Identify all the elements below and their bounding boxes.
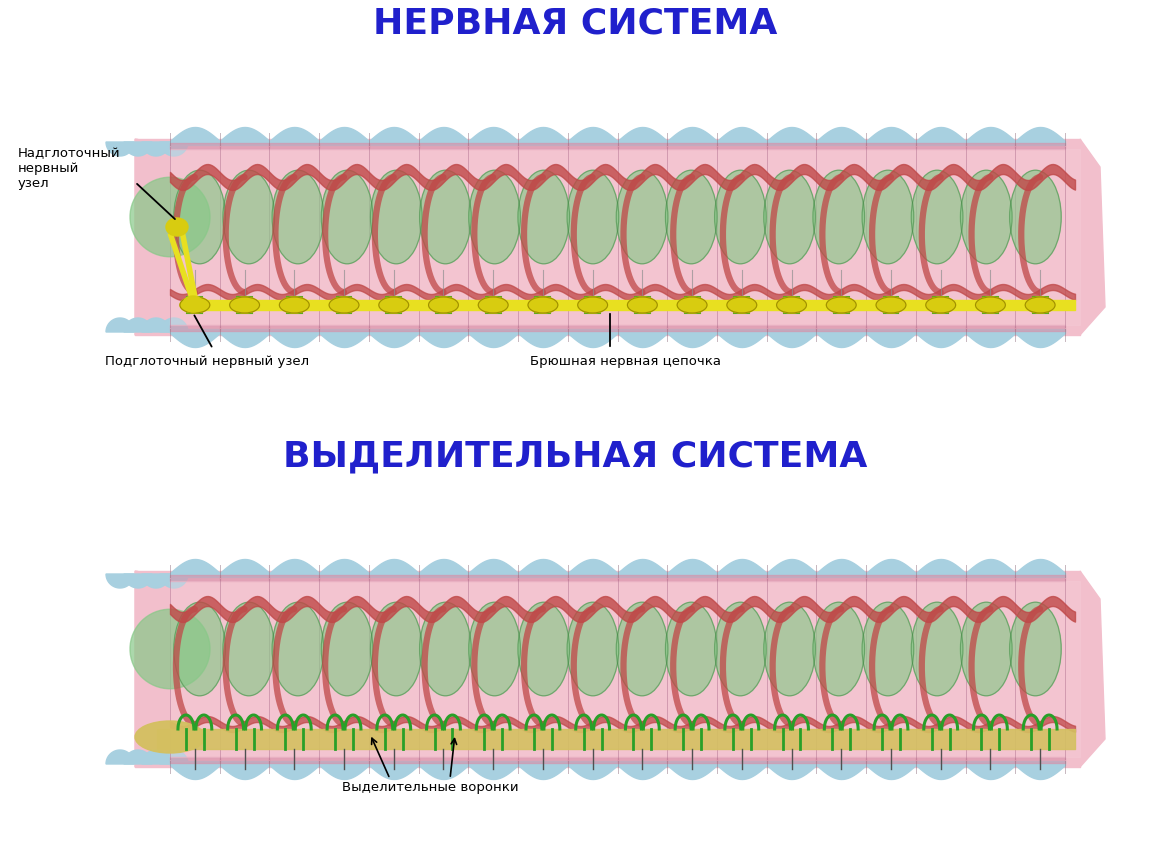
Ellipse shape [677, 297, 707, 313]
Ellipse shape [321, 170, 373, 264]
Ellipse shape [911, 170, 963, 264]
Ellipse shape [370, 170, 422, 264]
Ellipse shape [666, 602, 718, 696]
Polygon shape [141, 318, 170, 332]
Polygon shape [160, 142, 187, 156]
Ellipse shape [273, 602, 324, 696]
Ellipse shape [714, 602, 766, 696]
Ellipse shape [378, 297, 408, 313]
Ellipse shape [727, 297, 757, 313]
Ellipse shape [960, 170, 1012, 264]
Polygon shape [124, 142, 152, 156]
Ellipse shape [567, 602, 619, 696]
Ellipse shape [862, 602, 914, 696]
Ellipse shape [926, 297, 956, 313]
Ellipse shape [518, 602, 569, 696]
Ellipse shape [135, 721, 205, 753]
Ellipse shape [827, 297, 856, 313]
Ellipse shape [166, 218, 187, 236]
Ellipse shape [862, 170, 914, 264]
Ellipse shape [179, 297, 209, 313]
Ellipse shape [1010, 602, 1061, 696]
Polygon shape [135, 571, 190, 767]
Ellipse shape [577, 297, 607, 313]
Polygon shape [124, 574, 152, 588]
Ellipse shape [329, 297, 359, 313]
Ellipse shape [130, 609, 210, 689]
Ellipse shape [469, 170, 521, 264]
Ellipse shape [420, 170, 472, 264]
Ellipse shape [183, 296, 204, 312]
Ellipse shape [616, 170, 668, 264]
Ellipse shape [420, 602, 472, 696]
Ellipse shape [469, 602, 521, 696]
Ellipse shape [174, 170, 225, 264]
Polygon shape [1080, 571, 1105, 767]
Text: НЕРВНАЯ СИСТЕМА: НЕРВНАЯ СИСТЕМА [373, 7, 777, 41]
Ellipse shape [130, 177, 210, 257]
Ellipse shape [776, 297, 806, 313]
Polygon shape [141, 142, 170, 156]
Ellipse shape [616, 602, 668, 696]
Polygon shape [106, 574, 135, 588]
Text: Выделительные воронки: Выделительные воронки [342, 781, 519, 794]
Polygon shape [160, 750, 187, 764]
Ellipse shape [429, 297, 459, 313]
Ellipse shape [911, 602, 963, 696]
Ellipse shape [714, 170, 766, 264]
Ellipse shape [1010, 170, 1061, 264]
Polygon shape [106, 142, 135, 156]
Polygon shape [141, 750, 170, 764]
Ellipse shape [1025, 297, 1055, 313]
Ellipse shape [813, 170, 865, 264]
Ellipse shape [223, 170, 275, 264]
Ellipse shape [478, 297, 508, 313]
Text: ВЫДЕЛИТЕЛЬНАЯ СИСТЕМА: ВЫДЕЛИТЕЛЬНАЯ СИСТЕМА [283, 439, 867, 473]
Ellipse shape [528, 297, 558, 313]
Ellipse shape [223, 602, 275, 696]
Ellipse shape [567, 170, 619, 264]
Ellipse shape [876, 297, 906, 313]
Ellipse shape [813, 602, 865, 696]
Ellipse shape [666, 170, 718, 264]
Ellipse shape [975, 297, 1005, 313]
Text: Брюшная нервная цепочка: Брюшная нервная цепочка [530, 355, 721, 368]
Ellipse shape [279, 297, 309, 313]
Polygon shape [160, 574, 187, 588]
Text: Подглоточный нервный узел: Подглоточный нервный узел [105, 355, 309, 368]
Polygon shape [106, 750, 135, 764]
Ellipse shape [764, 170, 815, 264]
Ellipse shape [518, 170, 569, 264]
Text: Надглоточный
нервный
узел: Надглоточный нервный узел [18, 147, 121, 190]
Polygon shape [106, 318, 135, 332]
Ellipse shape [321, 602, 373, 696]
Polygon shape [160, 318, 187, 332]
Ellipse shape [960, 602, 1012, 696]
Ellipse shape [230, 297, 260, 313]
Polygon shape [135, 139, 190, 335]
Ellipse shape [628, 297, 658, 313]
Ellipse shape [764, 602, 815, 696]
Polygon shape [1080, 139, 1105, 335]
Ellipse shape [273, 170, 324, 264]
Ellipse shape [174, 602, 225, 696]
Polygon shape [124, 318, 152, 332]
Polygon shape [124, 750, 152, 764]
Polygon shape [141, 574, 170, 588]
Ellipse shape [370, 602, 422, 696]
